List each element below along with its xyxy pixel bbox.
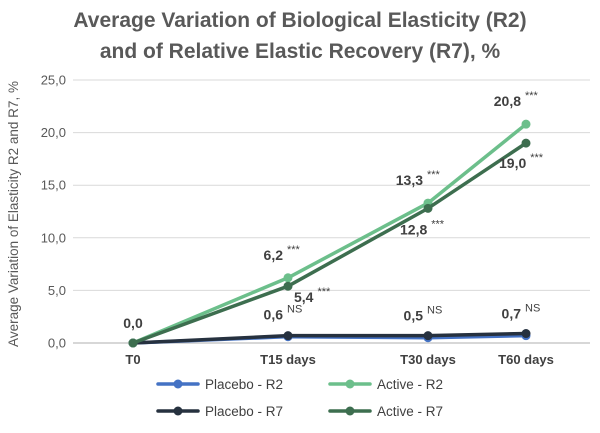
y-tick-label: 25,0	[41, 73, 66, 88]
data-point-active-r2	[283, 273, 293, 283]
data-point-active-r7	[521, 138, 531, 148]
data-point-active-r7	[128, 338, 138, 348]
series-line-active-r2	[131, 122, 528, 345]
x-tick-label: T0	[125, 352, 140, 367]
legend-label-placebo-r7: Placebo - R7	[205, 404, 283, 419]
series-line-active-r7	[131, 141, 528, 345]
significance-label: ***	[431, 218, 445, 230]
x-tick-label: T30 days	[400, 352, 456, 367]
data-point-active-r2	[521, 119, 531, 129]
legend-label-active-r2: Active - R2	[377, 377, 443, 392]
data-label: 12,8	[400, 221, 427, 237]
data-point-placebo-r7	[283, 331, 293, 341]
data-point-placebo-r7	[423, 331, 433, 341]
y-tick-label: 20,0	[41, 125, 66, 140]
data-label: 0,7	[502, 306, 522, 322]
significance-label: NS	[427, 305, 442, 317]
significance-label: ***	[525, 90, 539, 102]
legend-marker-placebo-r2	[173, 379, 183, 389]
data-label: 0,5	[404, 308, 424, 324]
data-label: 0,0	[123, 315, 143, 331]
significance-label: ***	[427, 169, 441, 181]
series-line-placebo-r7	[131, 331, 528, 345]
y-axis-label: Average Variation of Elasticity R2 and R…	[6, 81, 21, 347]
legend-label-placebo-r2: Placebo - R2	[205, 377, 283, 392]
x-tick-label: T60 days	[498, 352, 554, 367]
data-label: 5,4	[294, 289, 314, 305]
data-point-active-r7	[423, 203, 433, 213]
data-label: 19,0	[499, 155, 526, 171]
data-point-active-r7	[283, 281, 293, 291]
significance-label: ***	[530, 152, 544, 164]
significance-label: NS	[525, 303, 540, 315]
significance-label: ***	[317, 286, 331, 298]
chart-title-line-1: Average Variation of Biological Elastici…	[73, 9, 526, 32]
y-tick-label: 10,0	[41, 230, 66, 245]
legend-label-active-r7: Active - R7	[377, 404, 443, 419]
significance-label: ***	[287, 244, 301, 256]
legend-marker-active-r7	[345, 406, 355, 416]
data-label: 20,8	[494, 93, 521, 109]
y-tick-label: 0,0	[48, 336, 66, 351]
y-tick-label: 5,0	[48, 283, 66, 298]
chart-title-line-2: and of Relative Elastic Recovery (R7), %	[100, 40, 501, 63]
y-tick-label: 15,0	[41, 178, 66, 193]
legend-marker-active-r2	[345, 379, 355, 389]
data-point-placebo-r7	[521, 329, 531, 339]
data-label: 13,3	[396, 172, 423, 188]
legend-marker-placebo-r7	[173, 406, 183, 416]
x-tick-label: T15 days	[260, 352, 316, 367]
data-label: 6,2	[264, 247, 284, 263]
significance-label: NS	[287, 304, 302, 316]
data-label: 0,6	[264, 307, 284, 323]
